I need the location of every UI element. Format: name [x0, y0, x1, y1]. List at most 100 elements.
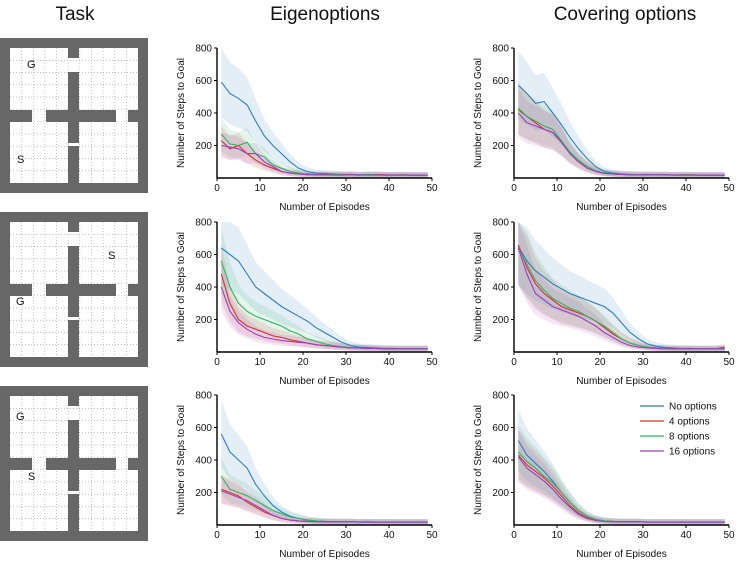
y-tick-label: 600: [195, 423, 212, 434]
y-tick-label: 600: [195, 250, 212, 261]
x-tick-label: 0: [511, 530, 517, 541]
y-axis-label: Number of Steps to Goal: [176, 405, 187, 515]
task-grid-1: GS: [0, 38, 148, 193]
x-tick-label: 40: [383, 183, 395, 194]
x-tick-label: 20: [594, 183, 606, 194]
y-tick-label: 200: [492, 315, 509, 326]
legend-entry: No options: [669, 402, 717, 413]
x-tick-label: 30: [637, 183, 649, 194]
y-tick-label: 600: [195, 76, 212, 87]
x-axis-label: Number of Episodes: [576, 549, 667, 560]
y-tick-label: 800: [492, 218, 509, 229]
wall: [68, 246, 79, 317]
y-tick-label: 800: [195, 218, 212, 229]
confidence-band: [221, 474, 428, 525]
y-tick-label: 200: [492, 141, 509, 152]
wall: [68, 222, 79, 232]
confidence-band: [518, 222, 725, 352]
start-label: S: [17, 154, 24, 166]
y-axis-label: Number of Steps to Goal: [473, 58, 484, 168]
x-tick-label: 10: [254, 183, 266, 194]
y-axis-label: Number of Steps to Goal: [473, 405, 484, 515]
confidence-band: [518, 409, 725, 525]
x-tick-label: 50: [426, 183, 438, 194]
x-axis-label: Number of Episodes: [576, 376, 667, 387]
task-grid-3: GS: [0, 386, 148, 541]
confidence-band: [518, 88, 725, 178]
chart-6: 0 10 20 30 40 50 200 400 600 800 Number of Episode…: [473, 391, 735, 561]
confidence-band: [221, 477, 428, 525]
wall: [128, 458, 138, 470]
series-line: [220, 286, 428, 350]
wall: [10, 110, 32, 122]
start-label: S: [28, 471, 35, 483]
x-tick-label: 20: [594, 357, 606, 368]
wall: [78, 458, 80, 470]
y-tick-label: 400: [195, 109, 212, 120]
x-tick-label: 0: [214, 357, 220, 368]
confidence-band: [221, 222, 428, 352]
x-tick-label: 20: [594, 530, 606, 541]
y-tick-label: 800: [195, 44, 212, 55]
x-tick-label: 50: [723, 530, 735, 541]
wall: [46, 458, 116, 470]
y-tick-label: 400: [195, 283, 212, 294]
x-tick-label: 10: [551, 530, 563, 541]
confidence-band: [221, 457, 428, 525]
wall: [78, 110, 80, 122]
y-tick-label: 200: [195, 141, 212, 152]
x-tick-label: 50: [426, 530, 438, 541]
x-tick-label: 0: [511, 357, 517, 368]
confidence-band: [518, 222, 725, 352]
x-tick-label: 0: [214, 183, 220, 194]
confidence-band: [221, 227, 428, 352]
x-tick-label: 30: [340, 530, 352, 541]
x-tick-label: 30: [340, 183, 352, 194]
start-label: S: [108, 250, 115, 262]
task-grid-2: GS: [0, 212, 148, 367]
confidence-band: [518, 430, 725, 525]
wall: [68, 519, 79, 531]
series-line: [517, 247, 725, 350]
y-tick-label: 400: [492, 109, 509, 120]
wall: [128, 284, 138, 296]
series-line: [517, 112, 725, 176]
wall: [68, 396, 79, 406]
x-axis-label: Number of Episodes: [576, 202, 667, 213]
confidence-band: [518, 222, 725, 352]
x-tick-label: 20: [297, 183, 309, 194]
y-axis-label: Number of Steps to Goal: [176, 58, 187, 168]
y-axis-label: Number of Steps to Goal: [176, 232, 187, 342]
wall: [78, 284, 80, 296]
y-axis-label: Number of Steps to Goal: [473, 232, 484, 342]
x-tick-label: 10: [551, 183, 563, 194]
y-tick-label: 400: [492, 283, 509, 294]
x-tick-label: 20: [297, 357, 309, 368]
y-tick-label: 600: [492, 250, 509, 261]
x-tick-label: 40: [680, 183, 692, 194]
confidence-band: [518, 222, 725, 352]
chart-5: 0 10 20 30 40 50 200 400 600 800 Number of Episode…: [176, 391, 438, 561]
y-tick-label: 200: [492, 488, 509, 499]
y-tick-label: 800: [195, 391, 212, 402]
y-tick-label: 400: [195, 456, 212, 467]
wall: [68, 494, 79, 519]
x-tick-label: 40: [680, 357, 692, 368]
legend-entry: 16 options: [669, 447, 715, 458]
confidence-band: [518, 428, 725, 525]
x-tick-label: 40: [680, 530, 692, 541]
legend-entry: 8 options: [669, 432, 710, 443]
chart-3: 0 10 20 30 40 50 200 400 600 800 Number of Episode…: [176, 218, 438, 388]
x-tick-label: 30: [340, 357, 352, 368]
x-tick-label: 50: [723, 183, 735, 194]
x-tick-label: 30: [637, 530, 649, 541]
x-tick-label: 10: [551, 357, 563, 368]
wall: [68, 48, 79, 58]
y-tick-label: 600: [492, 76, 509, 87]
x-tick-label: 30: [637, 357, 649, 368]
goal-label: G: [27, 59, 36, 71]
y-tick-label: 600: [492, 423, 509, 434]
wall: [10, 458, 32, 470]
x-tick-label: 20: [297, 530, 309, 541]
